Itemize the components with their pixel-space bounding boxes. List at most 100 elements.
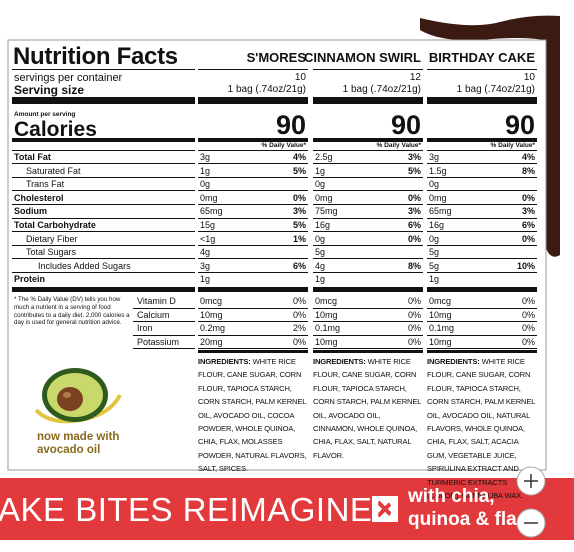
rule bbox=[427, 190, 537, 192]
nutrient-amount: 0mg bbox=[315, 192, 333, 203]
rule bbox=[427, 138, 537, 142]
vitamin-amount: 10mg bbox=[200, 309, 223, 320]
vitamin-dv: 0% bbox=[292, 336, 306, 347]
rule bbox=[12, 203, 195, 205]
vitamin-label: Vitamin D bbox=[137, 296, 176, 306]
nutrient-amount: <1g bbox=[200, 233, 216, 244]
rule bbox=[198, 287, 308, 292]
badge-text: avocado oil bbox=[37, 444, 101, 456]
vitamin-amount: 0mcg bbox=[200, 296, 223, 306]
nutrient-dv: 3% bbox=[407, 206, 421, 217]
nutrient-amount: 3g bbox=[200, 260, 211, 271]
nutrient-amount: 16g bbox=[315, 220, 331, 230]
nutrient-label: Protein bbox=[14, 274, 46, 285]
nutrient-amount: 0g bbox=[429, 179, 440, 190]
rule bbox=[198, 334, 308, 336]
serving-size-value: 1 bag (.74oz/21g) bbox=[342, 84, 421, 95]
nutrient-dv: 0% bbox=[521, 192, 535, 203]
rule bbox=[427, 258, 537, 260]
rule bbox=[198, 203, 308, 205]
rule bbox=[313, 321, 423, 322]
nutrient-dv: 3% bbox=[521, 206, 535, 217]
rule bbox=[12, 244, 195, 246]
rule bbox=[12, 149, 195, 151]
rule bbox=[198, 231, 308, 232]
ingredients-label: INGREDIENTS: bbox=[313, 357, 366, 366]
rule bbox=[313, 203, 423, 205]
vitamin-amount: 0.2mg bbox=[200, 323, 226, 334]
vitamin-amount: 10mg bbox=[315, 309, 338, 320]
rule bbox=[313, 334, 423, 336]
rule bbox=[198, 69, 308, 70]
nutrient-amount: 16g bbox=[429, 220, 445, 230]
nutrient-label: Cholesterol bbox=[14, 192, 64, 203]
nutrient-label: Dietary Fiber bbox=[26, 233, 78, 244]
dv-header: % Daily Value* bbox=[490, 142, 535, 149]
nutrient-amount: 3g bbox=[429, 152, 440, 162]
vitamin-dv: 0% bbox=[521, 309, 535, 320]
zoom-out-button[interactable] bbox=[516, 508, 546, 538]
vitamin-dv: 0% bbox=[407, 309, 421, 320]
servings-value: 12 bbox=[409, 72, 421, 83]
nutrient-dv: 4% bbox=[292, 152, 306, 162]
vitamin-label: Potassium bbox=[137, 336, 180, 347]
nutrient-amount: 5g bbox=[429, 260, 440, 271]
banner-tagline: quinoa & fla bbox=[408, 509, 517, 530]
rule bbox=[313, 149, 423, 151]
rule bbox=[313, 217, 423, 219]
nutrient-amount: 1g bbox=[200, 165, 211, 176]
rule bbox=[12, 258, 195, 260]
rule bbox=[427, 244, 537, 246]
rule bbox=[198, 348, 308, 350]
serving-size-label: Serving size bbox=[14, 83, 85, 97]
rule bbox=[198, 244, 308, 246]
nutrient-dv: 8% bbox=[521, 165, 535, 176]
nutrient-label: Trans Fat bbox=[26, 179, 65, 190]
servings-label: servings per container bbox=[14, 72, 123, 84]
rule bbox=[198, 321, 308, 322]
rule bbox=[313, 350, 423, 353]
rule bbox=[12, 190, 195, 192]
serving-size-value: 1 bag (.74oz/21g) bbox=[456, 84, 535, 95]
vitamin-dv: 0% bbox=[407, 296, 421, 306]
banner-tagline: with chia, bbox=[408, 486, 495, 507]
nutrient-dv: 5% bbox=[292, 220, 306, 230]
nutrient-dv: 0% bbox=[521, 233, 535, 244]
rule bbox=[427, 231, 537, 232]
banner-icon-mark bbox=[376, 500, 394, 518]
calories-label: Calories bbox=[14, 118, 97, 141]
nutrient-amount: 4g bbox=[200, 247, 211, 258]
zoom-in-button[interactable] bbox=[516, 466, 546, 496]
rule bbox=[133, 321, 195, 322]
ingredients-label: INGREDIENTS: bbox=[427, 357, 480, 366]
nutrient-dv: 1% bbox=[292, 233, 306, 244]
calories-value: 90 bbox=[275, 110, 306, 140]
footnote: * The % Daily Value (DV) tells you how m… bbox=[14, 296, 130, 327]
vitamin-dv: 0% bbox=[292, 296, 306, 306]
nutrient-dv: 8% bbox=[407, 260, 421, 271]
rule bbox=[313, 97, 423, 104]
avocado bbox=[34, 368, 122, 424]
vitamin-dv: 0% bbox=[521, 296, 535, 306]
vitamin-amount: 0mcg bbox=[429, 296, 452, 306]
rule bbox=[133, 348, 195, 350]
rule bbox=[313, 69, 423, 70]
rule bbox=[313, 258, 423, 260]
rule bbox=[198, 163, 308, 164]
rule bbox=[12, 176, 195, 178]
nutrient-label: Total Carbohydrate bbox=[14, 220, 96, 230]
nutrient-amount: 0g bbox=[315, 179, 326, 190]
rule bbox=[313, 163, 423, 164]
nutrient-amount: 1.5g bbox=[429, 165, 447, 176]
vitamin-label: Calcium bbox=[137, 309, 170, 320]
rule bbox=[427, 69, 537, 70]
nutrient-amount: 0g bbox=[429, 233, 440, 244]
vitamin-label: Iron bbox=[137, 323, 153, 334]
ingredients-text: WHITE RICE FLOUR, CANE SUGAR, CORN FLOUR… bbox=[313, 357, 422, 460]
rule bbox=[313, 348, 423, 350]
nutrient-label: Total Sugars bbox=[26, 247, 77, 258]
nutrient-amount: 0mg bbox=[200, 192, 218, 203]
rule bbox=[12, 217, 195, 219]
rule bbox=[12, 287, 195, 292]
ingredients-label: INGREDIENTS: bbox=[198, 357, 251, 366]
